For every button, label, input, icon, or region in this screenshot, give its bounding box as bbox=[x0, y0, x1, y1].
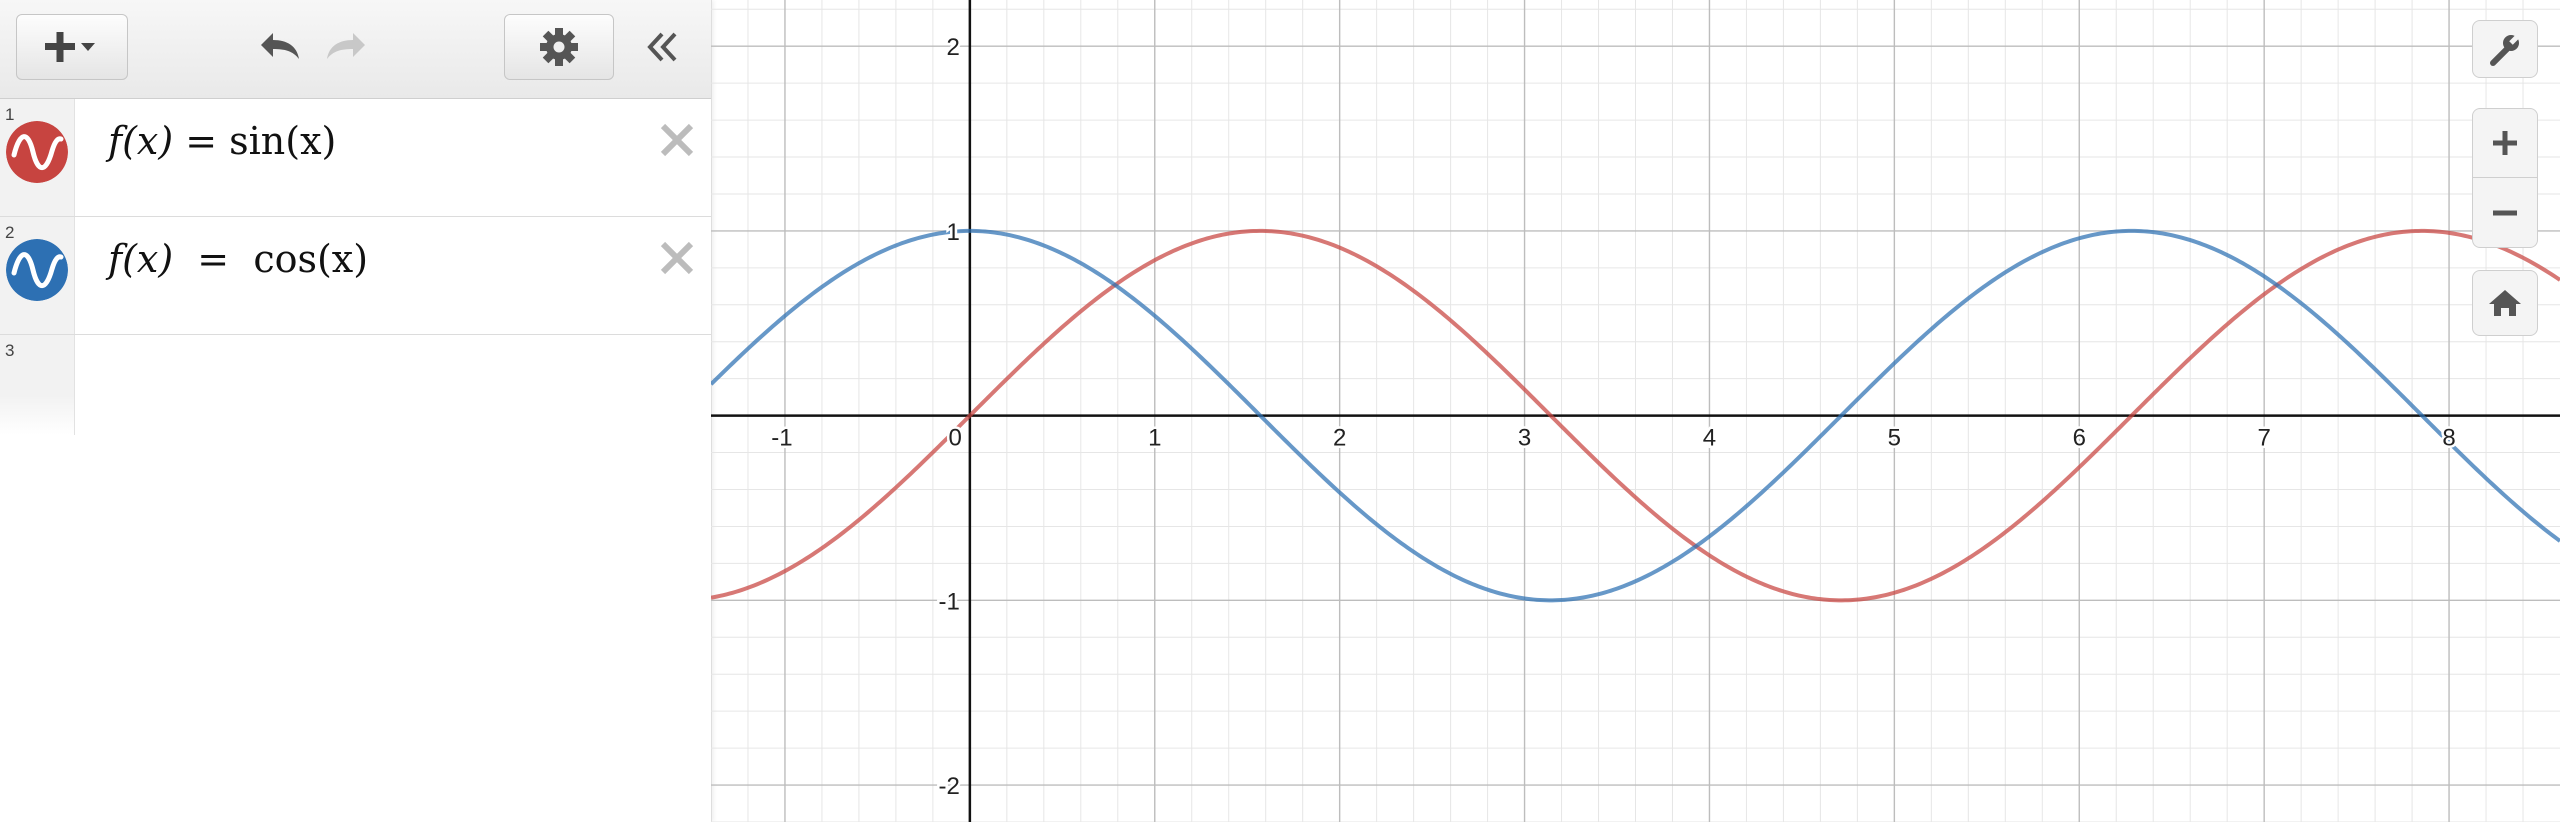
x-tick-label: 8 bbox=[2442, 425, 2455, 452]
zoom-in-button[interactable] bbox=[2472, 108, 2538, 178]
x-tick-label: 2 bbox=[1333, 425, 1346, 452]
graph-settings-button[interactable] bbox=[2472, 20, 2538, 78]
undo-button[interactable] bbox=[248, 14, 308, 80]
collapse-panel-button[interactable] bbox=[632, 14, 692, 80]
curve-sinx bbox=[711, 228, 2560, 603]
graph-paper[interactable]: -1 0 1 2 3 4 5 6 7 8 -2 -1 1 2 bbox=[711, 0, 2560, 822]
home-icon bbox=[2489, 290, 2521, 316]
minus-icon bbox=[2493, 210, 2517, 215]
expression-panel: 1 f(x) = sin(x) 2 f(x) = cos(x) 3 bbox=[0, 0, 712, 822]
expression-lhs: f(x) = bbox=[108, 119, 230, 163]
default-zoom-button[interactable] bbox=[2472, 270, 2538, 336]
expression-number: 1 bbox=[5, 105, 15, 124]
zoom-out-button[interactable] bbox=[2472, 178, 2538, 248]
double-chevron-left-icon bbox=[647, 32, 677, 62]
expression-row[interactable]: 3 bbox=[0, 335, 711, 435]
gear-icon bbox=[540, 28, 578, 66]
curve-cosx bbox=[711, 228, 2560, 603]
delete-expression-button[interactable] bbox=[650, 113, 704, 167]
redo-icon bbox=[327, 33, 365, 59]
x-tick-label: 0 bbox=[949, 425, 962, 452]
expression-gutter bbox=[0, 335, 75, 435]
y-tick-label: -1 bbox=[939, 588, 960, 615]
expression-rhs: sin(x) bbox=[229, 119, 337, 163]
settings-button[interactable] bbox=[504, 14, 614, 80]
close-icon bbox=[660, 241, 694, 275]
delete-expression-button[interactable] bbox=[650, 231, 704, 285]
x-tick-label: 6 bbox=[2073, 425, 2086, 452]
y-tick-label: -2 bbox=[939, 773, 960, 800]
expression-formula[interactable]: f(x) = sin(x) bbox=[108, 119, 336, 163]
expression-rhs: cos(x) bbox=[253, 237, 369, 281]
x-tick-label: 7 bbox=[2257, 425, 2270, 452]
undo-icon bbox=[261, 33, 299, 59]
expression-lhs: f(x) = bbox=[108, 237, 254, 281]
expression-row[interactable]: 2 f(x) = cos(x) bbox=[0, 217, 711, 335]
wrench-icon bbox=[2490, 33, 2521, 66]
x-tick-label: 4 bbox=[1703, 425, 1716, 452]
x-tick-label: -1 bbox=[771, 425, 792, 452]
expression-formula[interactable]: f(x) = cos(x) bbox=[108, 237, 368, 281]
x-tick-label: 1 bbox=[1148, 425, 1161, 452]
redo-button[interactable] bbox=[318, 14, 378, 80]
y-tick-label: 1 bbox=[947, 219, 960, 246]
expression-toolbar bbox=[0, 0, 711, 99]
wave-icon[interactable] bbox=[6, 121, 68, 183]
expression-number: 3 bbox=[5, 341, 15, 360]
plus-dropdown-icon bbox=[45, 32, 95, 62]
expression-number: 2 bbox=[5, 223, 15, 242]
y-tick-label: 2 bbox=[947, 34, 960, 61]
add-item-button[interactable] bbox=[16, 14, 128, 80]
plus-icon bbox=[2493, 131, 2517, 155]
x-tick-label: 5 bbox=[1888, 425, 1901, 452]
graph-canvas[interactable]: -1 0 1 2 3 4 5 6 7 8 -2 -1 1 2 bbox=[711, 0, 2560, 822]
expression-row[interactable]: 1 f(x) = sin(x) bbox=[0, 99, 711, 217]
close-icon bbox=[660, 123, 694, 157]
wave-icon[interactable] bbox=[6, 239, 68, 301]
x-tick-label: 3 bbox=[1518, 425, 1531, 452]
